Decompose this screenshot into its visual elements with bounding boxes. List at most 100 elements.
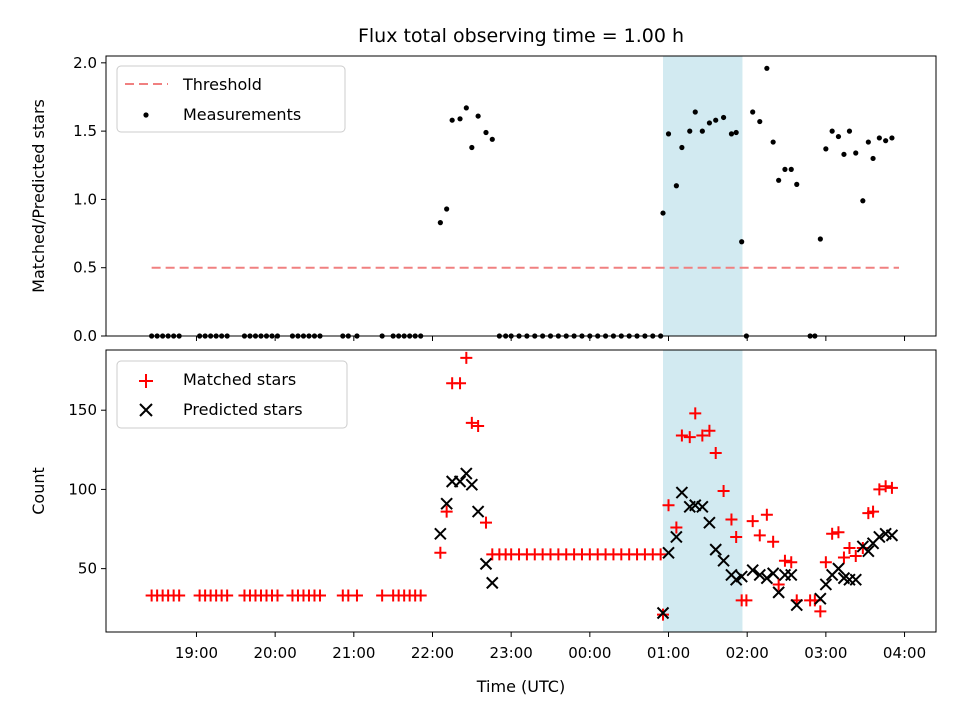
y-tick-label: 1.0 [73,190,97,208]
ratio-legend: Threshold Measurements [116,65,346,133]
x-tick-label: 02:00 [726,644,769,662]
matched-star-point [271,589,284,602]
measurement-point [673,183,679,189]
matched-star-point [454,377,467,390]
predicted-star-point [790,598,803,612]
measurement-point [483,129,489,136]
measurement-point [463,105,469,111]
ratio-panel: 0.00.51.01.52.0 Matched/Predicted stars … [29,54,937,345]
matched-star-point [772,578,785,591]
measurement-point [757,118,763,125]
x-tick-label: 00:00 [568,644,611,662]
count-legend-box [116,360,348,429]
measurement-point [883,138,889,144]
matched-star-point [479,516,492,529]
matched-star-point [696,429,709,442]
matched-star-point [767,535,780,548]
x-tick-label: 20:00 [254,644,297,662]
matched-star-point [654,548,667,561]
matched-star-point [849,549,862,562]
y-tick-label: 100 [68,480,97,498]
y-tick-label: 2.0 [73,54,97,72]
predicted-stars-points [434,467,899,620]
measurement-point [679,144,685,151]
measurement-point [739,239,745,245]
measurement-point [692,109,698,115]
measurement-point [437,220,443,226]
matched-star-point [832,526,845,539]
predicted-star-point [785,568,798,582]
measurement-point [770,139,776,145]
x-tick-label: 23:00 [490,644,533,662]
matched-star-point [746,515,759,528]
predicted-star-point [479,557,493,571]
matched-star-point [662,499,675,512]
predicted-star-point [717,554,730,567]
x-tick-label: 04:00 [883,644,926,662]
ratio-x-ticks [195,336,906,341]
predicted-star-point [862,544,875,558]
predicted-star-point [675,486,689,499]
matched-star-point [760,508,773,521]
predicted-star-point [486,576,499,590]
predicted-star-point [656,606,670,620]
measurement-point [788,166,794,172]
matched-star-point [730,530,743,543]
matched-star-point [740,594,753,607]
measurement-point [817,236,823,242]
measurement-point [794,181,800,187]
count-y-axis-label: Count [29,467,48,515]
measurement-point [889,135,895,141]
count-panel: 50 100 150 19:00 20:00 21:00 22:00 23:00 00:00 0… [29,349,937,696]
measurement-point [469,144,475,151]
measurement-point [841,151,847,157]
count-x-ticks: 19:00 20:00 21:00 22:00 23:00 00:00 01:00 02:00… [175,632,926,662]
measurement-point [475,113,481,119]
measurement-point [660,210,666,216]
ratio-y-ticks: 0.0 0.5 1.0 1.5 2.0 [73,54,106,345]
count-legend: Matched stars Predicted stars [116,360,348,429]
matched-star-point [856,542,869,555]
matched-star-point [657,608,670,621]
matched-star-point [313,589,326,602]
matched-star-point [785,556,798,569]
y-tick-label: 1.5 [73,122,97,140]
predicted-star-point [746,564,759,577]
matched-star-point [837,551,850,564]
y-tick-label: 50 [78,560,97,578]
predicted-star-point [703,516,716,529]
matched-star-point [879,480,892,493]
measurement-point [829,128,835,134]
measurement-points [149,65,895,339]
count-y-ticks: 50 100 150 [68,401,106,578]
measurement-point [449,117,455,123]
predicted-star-point [440,497,453,510]
matched-star-point [670,521,683,534]
predicted-star-point [696,500,709,514]
measurement-point [713,117,719,123]
measurement-point [706,120,713,126]
matched-star-point [885,481,898,494]
measurement-point [823,146,829,152]
matched-star-point [434,546,447,559]
predicted-star-point [849,573,862,586]
measurement-point [860,198,866,204]
matched-star-point [725,513,738,526]
matched-star-point [753,529,766,542]
ratio-panel-frame [105,55,937,337]
measurement-point [764,65,770,71]
matched-star-point [465,416,478,429]
predicted-star-point [819,578,833,591]
legend-measurements-swatch [143,112,149,118]
legend-threshold-label: Threshold [182,75,262,94]
measurement-point [687,128,693,134]
predicted-star-point [735,570,748,583]
matched-star-point [440,505,453,518]
matched-star-point [703,424,716,437]
x-axis-label: Time (UTC) [476,677,565,696]
measurement-point [853,150,859,156]
measurement-point [665,131,672,137]
count-panel-frame [105,349,937,633]
predicted-star-point [814,592,827,605]
